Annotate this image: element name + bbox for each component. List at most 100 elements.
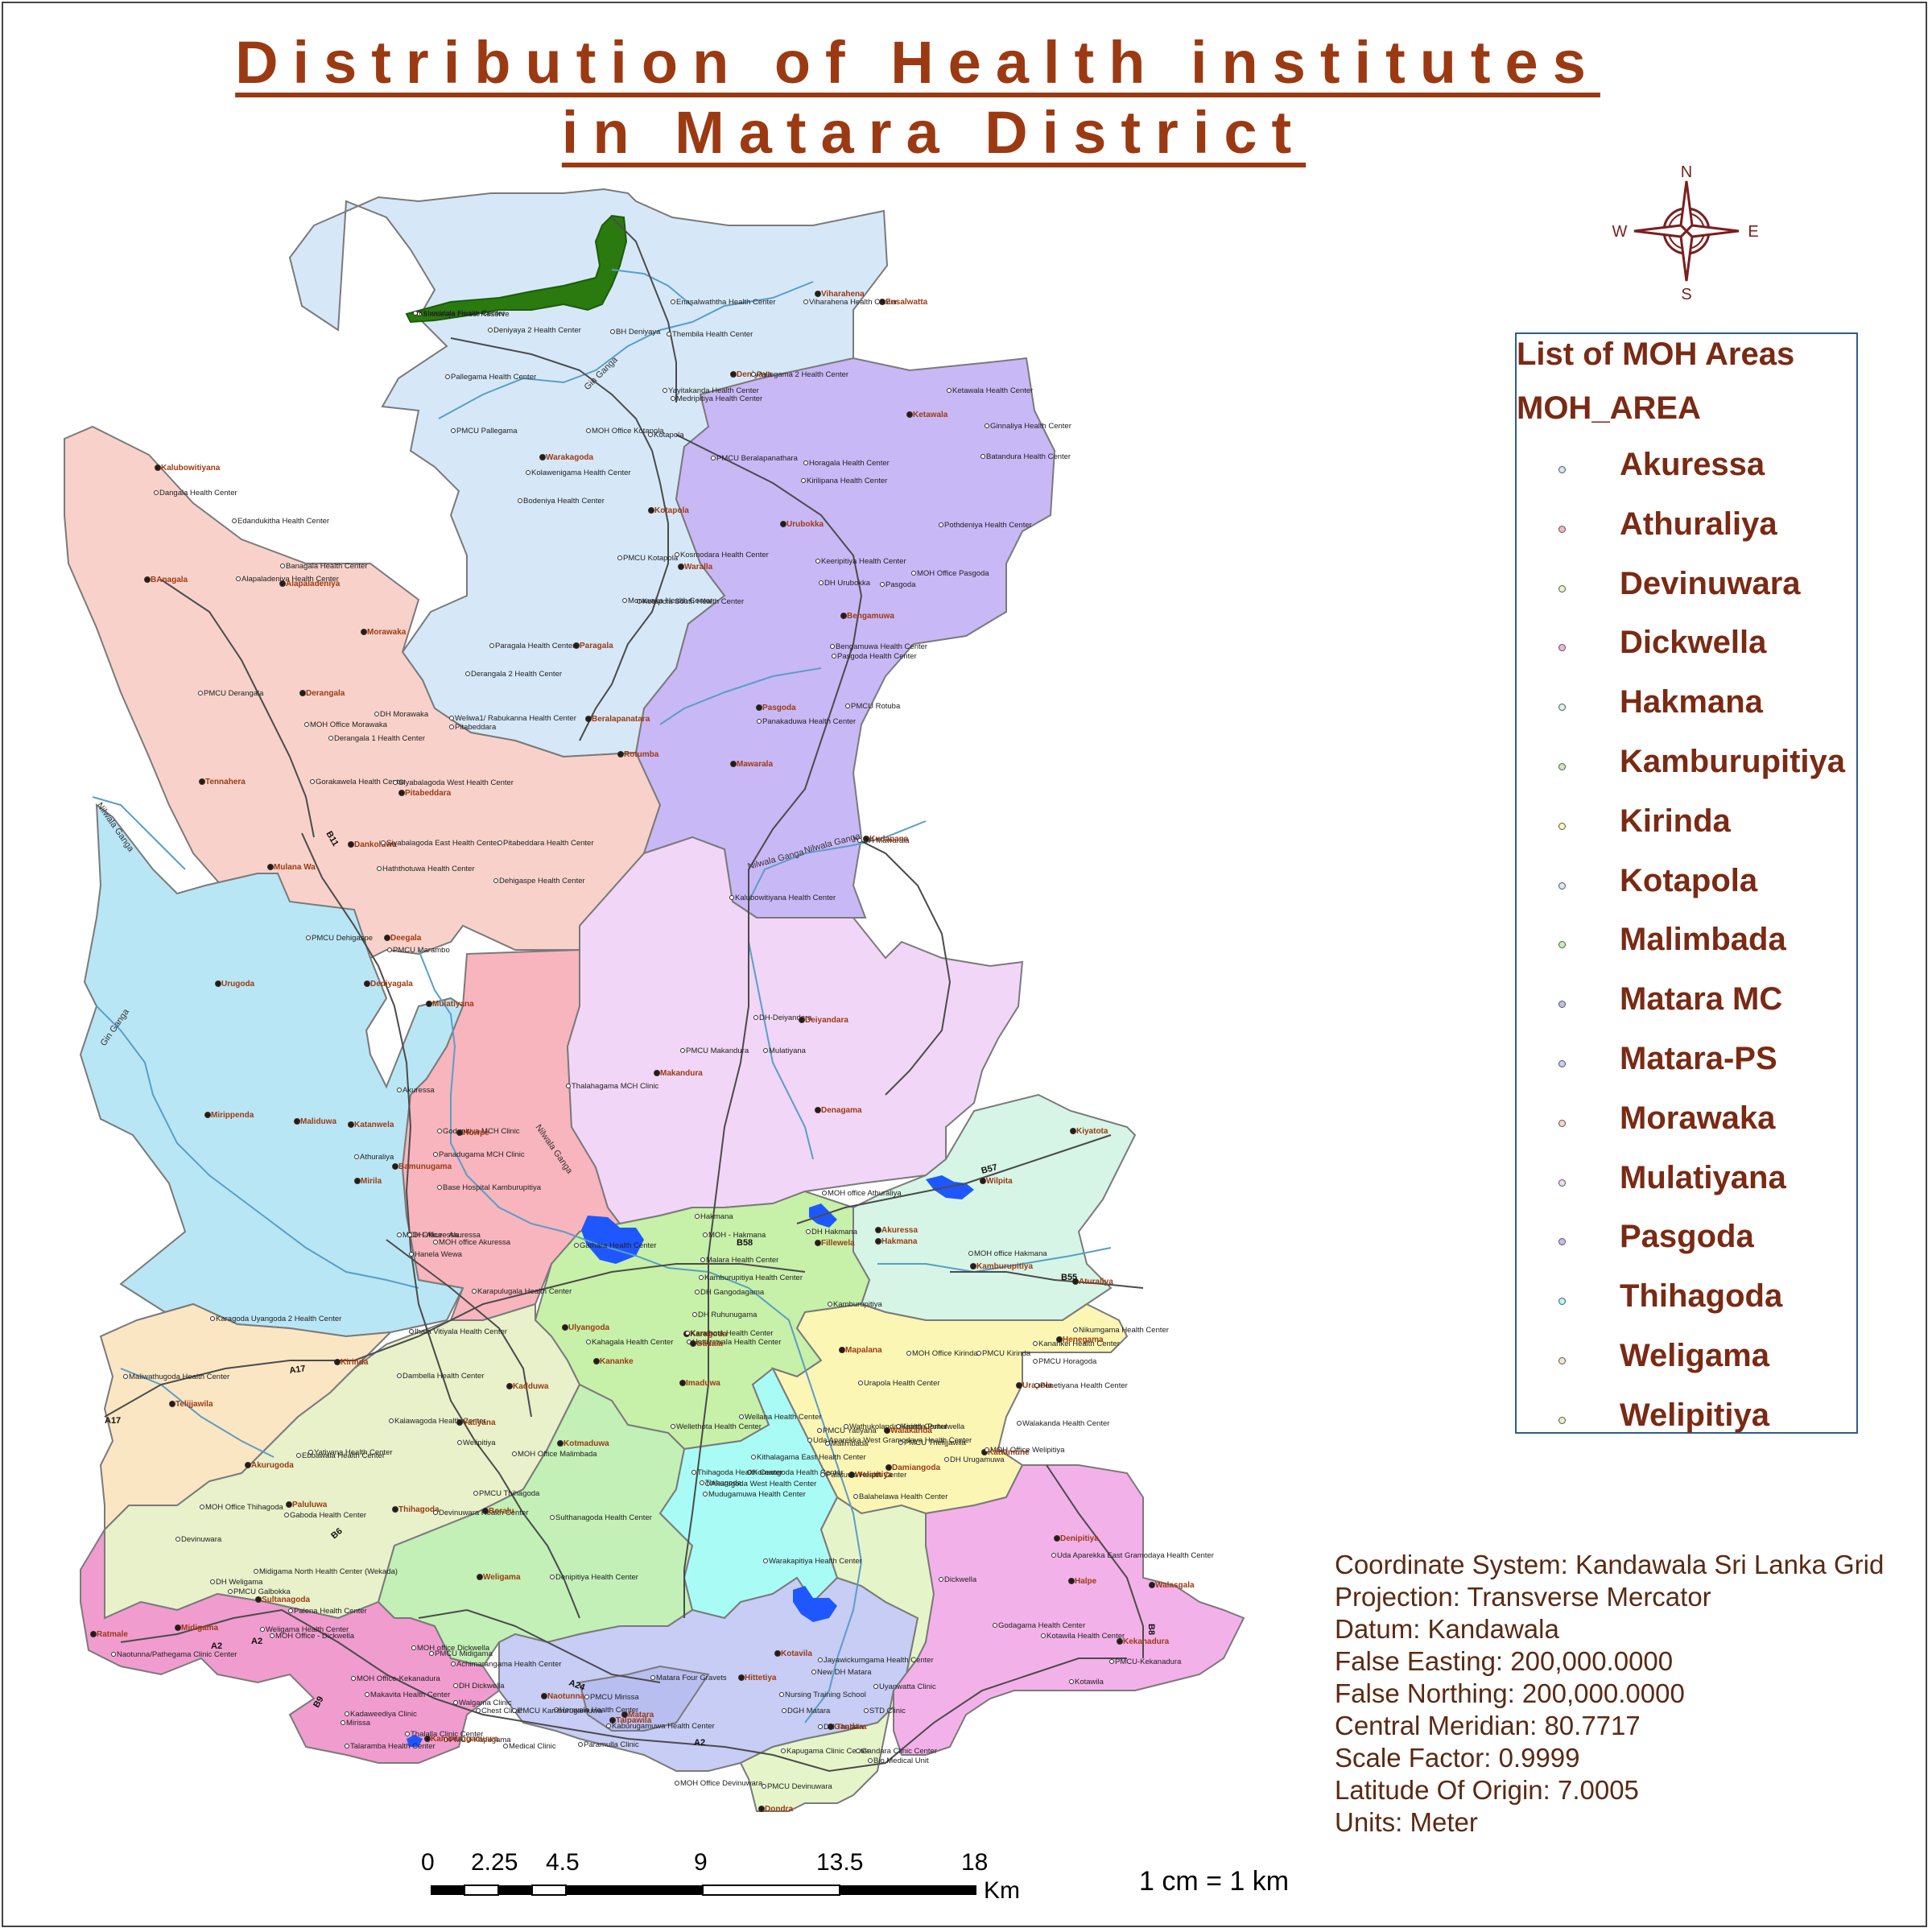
place-marker (526, 470, 530, 475)
coord-line: Projection: Transverse Mercator (1335, 1582, 1711, 1612)
place-marker (738, 1674, 745, 1681)
place-marker (111, 1652, 116, 1657)
place-marker (310, 779, 315, 784)
place-label-major: Warakagoda (546, 453, 594, 462)
place-label: MOH Office Devinuwara (680, 1779, 763, 1788)
place-label-major: Dediyagala (370, 980, 413, 989)
place-marker (906, 1351, 911, 1356)
place-label: Base Hospital Kamburupitiya (443, 1183, 542, 1192)
place-marker (947, 388, 952, 393)
place-label: PMCU Dehigaspe (312, 934, 373, 943)
place-marker (781, 1748, 786, 1753)
place-label: Alapaladeniya Health Center (242, 575, 339, 584)
place-label: New DH Matara (817, 1668, 872, 1677)
place-label-major: Dondra (765, 1805, 793, 1814)
place-marker (980, 1178, 986, 1184)
place-label-major: Derangala (306, 689, 345, 698)
place-marker (503, 1744, 508, 1748)
place-marker (279, 580, 286, 587)
place-marker (779, 1692, 784, 1697)
road-label: B57 (980, 1162, 999, 1176)
place-marker (906, 411, 913, 418)
place-marker (411, 1645, 416, 1650)
place-marker (853, 1494, 858, 1499)
place-marker (308, 1450, 313, 1455)
place-label-major: Pitabeddara (405, 789, 452, 798)
place-label: Karagoda Uyangoda 2 Health Center (216, 1315, 341, 1323)
coord-line: Datum: Kandawala (1335, 1614, 1559, 1644)
place-marker (691, 1470, 696, 1475)
place-marker (671, 1424, 675, 1429)
place-label-major: Deiyandara (805, 1016, 848, 1025)
place-label: Devinuwara (181, 1535, 222, 1544)
place-label: Walakanda Health Center (1022, 1419, 1109, 1428)
place-marker (488, 328, 493, 332)
place-label: MOH Office Morawaka (310, 720, 388, 729)
place-label: Dickwella (944, 1575, 977, 1584)
place-label-major: Talpawila (616, 1716, 652, 1725)
place-label: Welipitiya (463, 1439, 496, 1447)
place-label: Thihagoda (705, 1479, 742, 1488)
place-label: Nursing Training School (785, 1690, 866, 1699)
place-marker (730, 371, 737, 378)
place-marker (747, 1470, 752, 1475)
place-marker (875, 1238, 881, 1245)
place-marker (751, 372, 756, 377)
legend-label: Thihagoda (1620, 1278, 1783, 1315)
place-marker (304, 722, 309, 727)
place-label-major: Ketawala (913, 411, 948, 419)
place-marker (506, 1383, 513, 1389)
place-label: Athuraliya (360, 1153, 394, 1162)
place-label-major: Beralapanatara (592, 715, 650, 724)
place-label-major: Aturaliya (1079, 1278, 1113, 1286)
place-marker (512, 1708, 517, 1713)
place-marker (857, 838, 862, 843)
place-marker (939, 522, 943, 527)
road-label: A2 (211, 1641, 222, 1651)
place-marker (364, 980, 370, 987)
place-label: PMCU Makandura (686, 1046, 749, 1055)
place-label: DH Hakmana (811, 1228, 858, 1236)
place-label: Kahagala Health Center (592, 1338, 673, 1347)
place-marker (407, 1232, 412, 1237)
place-label-major: Thihagoda (398, 1505, 440, 1514)
place-label: Sulthanagoda Health Center (555, 1513, 652, 1522)
scale-seg-6 (840, 1885, 976, 1895)
place-label: Haththotuwa Health Center (382, 865, 475, 873)
place-label-major: Kattamune (988, 1448, 1030, 1457)
legend-label: Kamburupitiya (1620, 744, 1846, 779)
place-label: Pasgoda (886, 580, 916, 589)
place-label: Edandukitha Health Center (237, 517, 329, 526)
place-marker (374, 712, 379, 716)
place-label: MOH office Athuraliya (828, 1189, 902, 1198)
place-label-major: Telijjawila (175, 1400, 213, 1409)
place-marker (393, 780, 398, 785)
place-marker (453, 1700, 458, 1705)
place-marker (675, 552, 679, 557)
place-label: Warakapitiya Health Center (769, 1557, 862, 1566)
place-label: Derangala 1 Health Center (334, 734, 425, 743)
place-label-major: Denipitiya (1060, 1534, 1099, 1543)
place-label: Pitabeddara (455, 723, 497, 732)
legend-label: Welipitiya (1620, 1397, 1769, 1433)
river-gin-ganga-west (96, 1005, 419, 1289)
place-label: PMCU Kirinda (982, 1349, 1031, 1358)
place-label: PMCU Pallegama (456, 427, 518, 436)
place-marker (413, 311, 418, 316)
road-label: B8 (1146, 1624, 1156, 1635)
place-marker (497, 840, 502, 845)
place-marker (465, 671, 470, 676)
moh-area-mulatiyana (566, 836, 1024, 1225)
place-label-major: Bamunugama (398, 1162, 452, 1171)
place-label: Achimarangama Health Center (456, 1660, 561, 1669)
place-marker (270, 1633, 275, 1638)
place-marker (539, 454, 546, 460)
place-marker (397, 1373, 402, 1378)
legend-box: List of MOH Areas MOH_AREA Akuressa Athur… (1515, 332, 1858, 1434)
place-label: Kosmodara Health Center (680, 551, 769, 559)
place-label-major: Paluluwa (292, 1501, 328, 1509)
place-label: Kamburupitiya Health Center (704, 1274, 803, 1282)
legend-item: Weligama (1517, 1338, 1855, 1386)
legend-label: Malimbada (1620, 922, 1786, 958)
legend-swatch (1558, 881, 1566, 890)
